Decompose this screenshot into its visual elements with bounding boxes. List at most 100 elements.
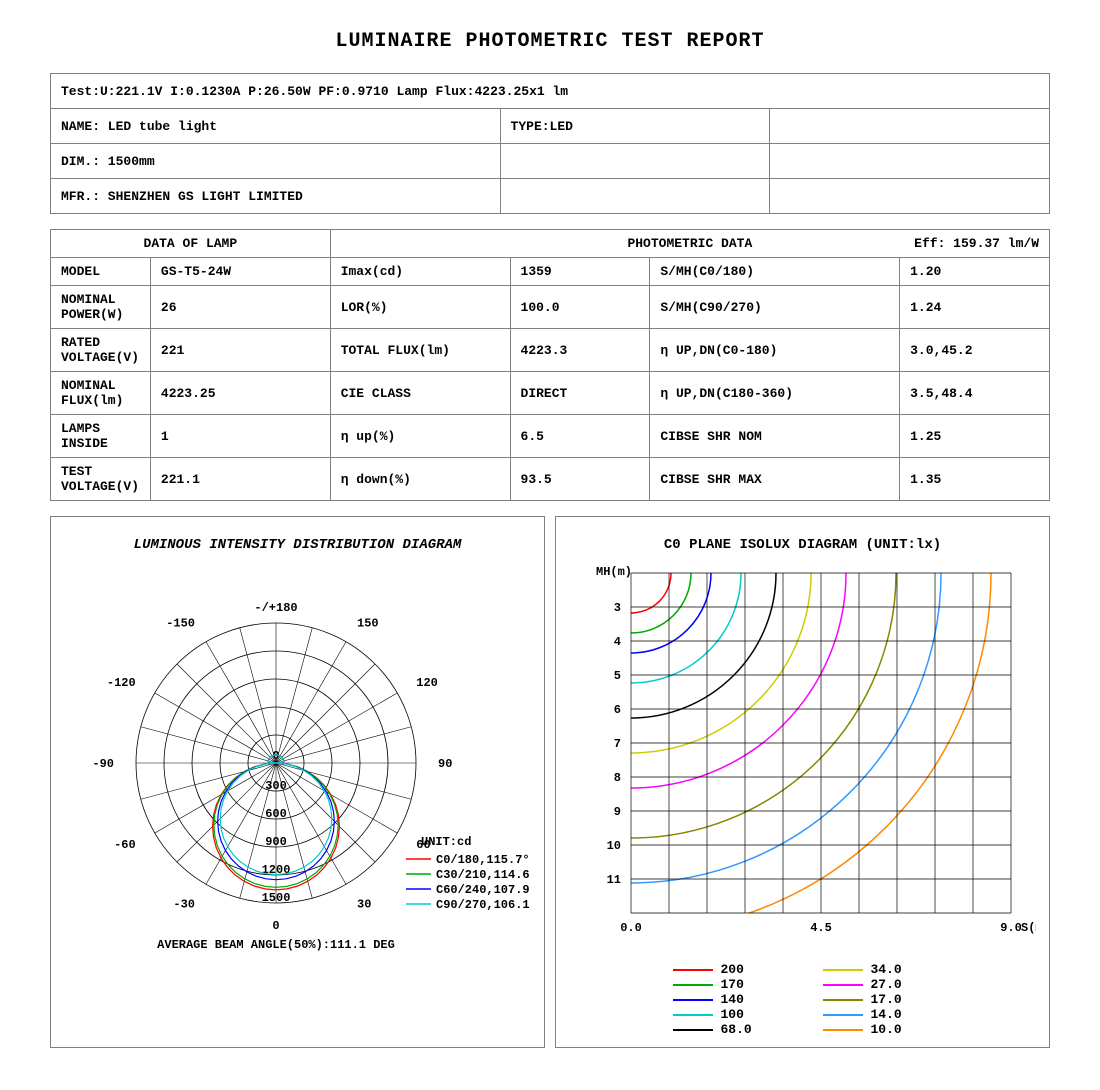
svg-text:11: 11 [607, 873, 621, 887]
legend-value: 27.0 [871, 977, 902, 992]
legend-item: 34.0 [823, 962, 933, 977]
table-cell: 26 [150, 286, 330, 329]
legend-value: 14.0 [871, 1007, 902, 1022]
svg-text:-60: -60 [114, 838, 136, 852]
legend-item: 100 [673, 1007, 783, 1022]
svg-text:-120: -120 [107, 676, 136, 690]
table-cell: NOMINAL POWER(W) [51, 286, 151, 329]
empty-cell [500, 144, 770, 179]
legend-item: 17.0 [823, 992, 933, 1007]
eff-label: Eff: 159.37 lm/W [914, 236, 1039, 251]
table-cell: 1359 [510, 258, 650, 286]
legend-item: 10.0 [823, 1022, 933, 1037]
table-cell: RATED VOLTAGE(V) [51, 329, 151, 372]
svg-text:C30/210,114.6°: C30/210,114.6° [436, 868, 531, 882]
table-cell: Imax(cd) [330, 258, 510, 286]
table-cell: 1.35 [900, 458, 1050, 501]
report-title: LUMINAIRE PHOTOMETRIC TEST REPORT [50, 30, 1050, 53]
legend-value: 200 [721, 962, 744, 977]
table-cell: 100.0 [510, 286, 650, 329]
legend-swatch [823, 1014, 863, 1016]
svg-text:600: 600 [265, 807, 287, 821]
legend-value: 34.0 [871, 962, 902, 977]
table-cell: S/MH(C90/270) [650, 286, 900, 329]
svg-text:4.5: 4.5 [810, 921, 832, 935]
legend-value: 170 [721, 977, 744, 992]
table-cell: 4223.3 [510, 329, 650, 372]
legend-swatch [823, 999, 863, 1001]
isolux-legend: 20017014010068.034.027.017.014.010.0 [566, 962, 1039, 1037]
polar-chart-box: LUMINOUS INTENSITY DISTRIBUTION DIAGRAM … [50, 516, 545, 1048]
table-cell: CIBSE SHR NOM [650, 415, 900, 458]
table-cell: 221.1 [150, 458, 330, 501]
data-table: DATA OF LAMP PHOTOMETRIC DATA Eff: 159.3… [50, 229, 1050, 501]
legend-value: 17.0 [871, 992, 902, 1007]
svg-text:C90/270,106.1°: C90/270,106.1° [436, 898, 531, 912]
table-cell: 3.5,48.4 [900, 372, 1050, 415]
svg-text:30: 30 [357, 897, 371, 911]
table-cell: η down(%) [330, 458, 510, 501]
svg-text:0: 0 [272, 919, 279, 933]
legend-swatch [673, 984, 713, 986]
table-cell: 1.24 [900, 286, 1050, 329]
table-cell: 3.0,45.2 [900, 329, 1050, 372]
svg-text:9.0: 9.0 [1000, 921, 1022, 935]
legend-item: 14.0 [823, 1007, 933, 1022]
svg-text:AVERAGE BEAM ANGLE(50%):111.1: AVERAGE BEAM ANGLE(50%):111.1 DEG [157, 938, 395, 952]
svg-text:10: 10 [607, 839, 621, 853]
legend-item: 27.0 [823, 977, 933, 992]
svg-text:C60/240,107.9°: C60/240,107.9° [436, 883, 531, 897]
table-cell: η UP,DN(C0-180) [650, 329, 900, 372]
table-cell: η UP,DN(C180-360) [650, 372, 900, 415]
svg-text:UNIT:cd: UNIT:cd [421, 835, 471, 849]
empty-cell [770, 144, 1050, 179]
table-cell: 1.25 [900, 415, 1050, 458]
legend-swatch [823, 984, 863, 986]
table-cell: MODEL [51, 258, 151, 286]
svg-text:300: 300 [265, 779, 287, 793]
svg-text:150: 150 [357, 617, 379, 631]
polar-chart: -/+180-150150-120120-9090-6060-303003006… [61, 563, 531, 993]
svg-text:120: 120 [416, 676, 438, 690]
svg-text:9: 9 [614, 805, 621, 819]
photo-header-text: PHOTOMETRIC DATA [627, 236, 752, 251]
empty-cell [770, 179, 1050, 214]
svg-text:C0/180,115.7°: C0/180,115.7° [436, 853, 530, 867]
svg-text:900: 900 [265, 835, 287, 849]
isolux-chart-box: C0 PLANE ISOLUX DIAGRAM (UNIT:lx) MH(m)3… [555, 516, 1050, 1048]
table-cell: 1 [150, 415, 330, 458]
type-cell: TYPE:LED [500, 109, 770, 144]
table-cell: CIE CLASS [330, 372, 510, 415]
mfr-cell: MFR.: SHENZHEN GS LIGHT LIMITED [51, 179, 501, 214]
svg-text:5: 5 [614, 669, 621, 683]
table-cell: 93.5 [510, 458, 650, 501]
legend-item: 140 [673, 992, 783, 1007]
photo-header: PHOTOMETRIC DATA Eff: 159.37 lm/W [330, 230, 1049, 258]
table-cell: 6.5 [510, 415, 650, 458]
table-cell: S/MH(C0/180) [650, 258, 900, 286]
legend-swatch [673, 1029, 713, 1031]
legend-value: 100 [721, 1007, 744, 1022]
svg-text:4: 4 [614, 635, 621, 649]
svg-text:8: 8 [614, 771, 621, 785]
table-cell: CIBSE SHR MAX [650, 458, 900, 501]
empty-cell [770, 109, 1050, 144]
svg-text:90: 90 [438, 757, 452, 771]
legend-item: 200 [673, 962, 783, 977]
empty-cell [500, 179, 770, 214]
svg-text:1500: 1500 [262, 891, 291, 905]
svg-text:3: 3 [614, 601, 621, 615]
table-cell: DIRECT [510, 372, 650, 415]
table-cell: 221 [150, 329, 330, 372]
table-cell: LOR(%) [330, 286, 510, 329]
svg-text:-150: -150 [166, 617, 195, 631]
test-line: Test:U:221.1V I:0.1230A P:26.50W PF:0.97… [51, 74, 1050, 109]
table-cell: 4223.25 [150, 372, 330, 415]
svg-text:-30: -30 [173, 897, 195, 911]
svg-text:6: 6 [614, 703, 621, 717]
legend-swatch [673, 969, 713, 971]
legend-item: 170 [673, 977, 783, 992]
legend-swatch [673, 1014, 713, 1016]
lamp-header: DATA OF LAMP [51, 230, 331, 258]
legend-swatch [823, 969, 863, 971]
